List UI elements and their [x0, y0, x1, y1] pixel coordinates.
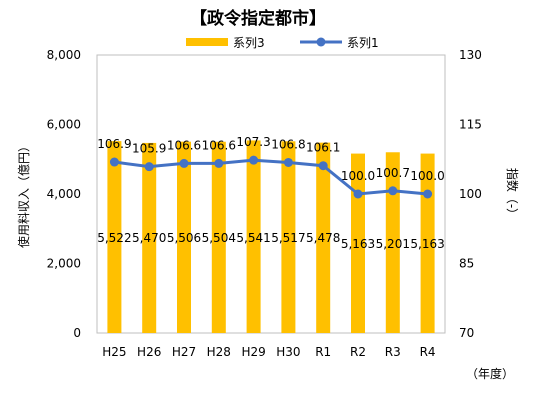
line-data-label: 106.8 [271, 137, 305, 151]
bar-R3 [385, 152, 400, 333]
line-data-label: 100.7 [376, 166, 410, 180]
x-tick-label: H29 [241, 345, 265, 359]
bar-R4 [420, 153, 435, 333]
line-point-H29 [249, 155, 259, 165]
line-point-R1 [318, 161, 328, 171]
y2-tick-label: 130 [459, 48, 482, 62]
legend-swatch-bar [186, 38, 228, 46]
bar-data-label: 5,478 [306, 231, 340, 245]
bar-data-label: 5,522 [97, 231, 131, 245]
bar-data-label: 5,470 [132, 231, 166, 245]
bar-H30 [281, 141, 296, 333]
x-tick-label: H27 [172, 345, 196, 359]
y2-axis-label: 指数（-） [505, 168, 520, 220]
line-point-H27 [179, 158, 189, 168]
y-tick-label: 0 [73, 326, 81, 340]
line-data-label: 100.0 [410, 169, 444, 183]
legend-label-bar: 系列3 [233, 36, 265, 50]
line-data-label: 106.1 [306, 141, 340, 155]
y2-tick-label: 115 [459, 118, 482, 132]
line-point-H28 [214, 158, 224, 168]
y-tick-label: 8,000 [47, 48, 81, 62]
line-point-R2 [353, 189, 363, 199]
line-series-1 [114, 158, 428, 196]
y2-tick-label: 85 [459, 257, 474, 271]
x-tick-label: R2 [350, 345, 366, 359]
y2-tick-label: 70 [459, 326, 474, 340]
x-tick-label: R1 [315, 345, 331, 359]
line-point-R3 [388, 186, 398, 196]
y-tick-label: 6,000 [47, 118, 81, 132]
bar-data-label: 5,541 [236, 231, 270, 245]
legend-swatch-marker [316, 37, 326, 47]
bar-R1 [316, 142, 331, 333]
bar-H25 [107, 141, 122, 333]
line-data-label: 100.0 [341, 169, 375, 183]
chart-title: 【政令指定都市】 [190, 8, 326, 29]
x-axis-unit: （年度） [466, 366, 514, 381]
legend-label-line: 系列1 [347, 36, 379, 50]
y-tick-label: 4,000 [47, 187, 81, 201]
x-tick-label: R3 [385, 345, 401, 359]
bar-data-label: 5,517 [271, 231, 305, 245]
line-data-label: 107.3 [236, 135, 270, 149]
y-tick-label: 2,000 [47, 257, 81, 271]
line-point-H30 [283, 157, 293, 167]
line-data-label: 106.9 [97, 137, 131, 151]
bar-R2 [351, 153, 365, 333]
bar-H27 [177, 141, 191, 333]
y-axis-label: 使用料収入（億円） [16, 140, 31, 248]
bar-data-label: 5,504 [202, 231, 236, 245]
x-tick-label: H25 [102, 345, 126, 359]
line-point-R4 [423, 189, 433, 199]
x-tick-label: R4 [420, 345, 436, 359]
y2-tick-label: 100 [459, 187, 482, 201]
line-data-label: 106.6 [202, 138, 236, 152]
line-data-label: 106.6 [167, 138, 201, 152]
line-point-H26 [144, 162, 154, 172]
bar-H26 [142, 142, 157, 333]
legend: 系列3 系列1 [186, 36, 379, 50]
bar-data-label: 5,163 [410, 237, 444, 251]
x-tick-label: H26 [137, 345, 161, 359]
bar-data-label: 5,163 [341, 237, 375, 251]
bar-data-label: 5,201 [376, 237, 410, 251]
line-data-label: 105.9 [132, 142, 166, 156]
plot-area [96, 54, 446, 334]
bar-H29 [246, 140, 261, 333]
x-tick-label: H28 [207, 345, 231, 359]
line-point-H25 [109, 157, 119, 167]
bar-data-label: 5,506 [167, 231, 201, 245]
x-tick-label: H30 [276, 345, 300, 359]
bar-H28 [211, 141, 226, 333]
